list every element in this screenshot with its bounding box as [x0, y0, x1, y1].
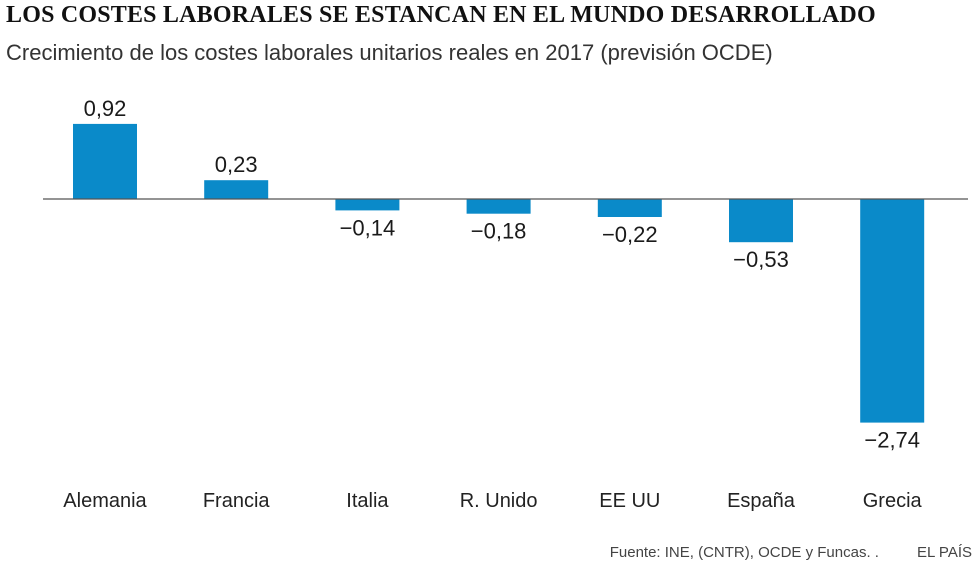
bar-alemania — [73, 123, 137, 199]
value-label: 0,23 — [215, 152, 258, 177]
category-label: Italia — [346, 490, 389, 512]
brand-label: EL PAÍS — [916, 544, 972, 561]
category-label: R. Unido — [460, 490, 538, 512]
bar-r-unido — [466, 199, 531, 214]
value-label: −2,74 — [864, 428, 920, 453]
category-label: Francia — [203, 490, 271, 512]
footer: Fuente: INE, (CNTR), OCDE y Funcas. . EL … — [610, 544, 972, 561]
chart-subtitle: Crecimiento de los costes laborales unit… — [6, 40, 773, 65]
category-label: Grecia — [863, 490, 923, 512]
bar-ee-uu — [597, 199, 662, 217]
value-label: −0,14 — [340, 215, 396, 240]
value-label: 0,92 — [84, 96, 127, 121]
bar-francia — [204, 180, 269, 199]
value-label: −0,53 — [733, 247, 789, 272]
bar-españa — [729, 199, 793, 243]
bar-grecia — [860, 199, 925, 423]
category-label: Alemania — [63, 490, 147, 512]
category-label: España — [727, 490, 796, 512]
value-label: −0,18 — [471, 219, 527, 244]
source-note: Fuente: INE, (CNTR), OCDE y Funcas. . — [609, 544, 879, 561]
chart-title: LOS COSTES LABORALES SE ESTANCAN EN EL M… — [6, 2, 876, 28]
value-label: −0,22 — [602, 222, 658, 247]
bar-italia — [335, 199, 400, 211]
category-label: EE UU — [599, 490, 660, 512]
